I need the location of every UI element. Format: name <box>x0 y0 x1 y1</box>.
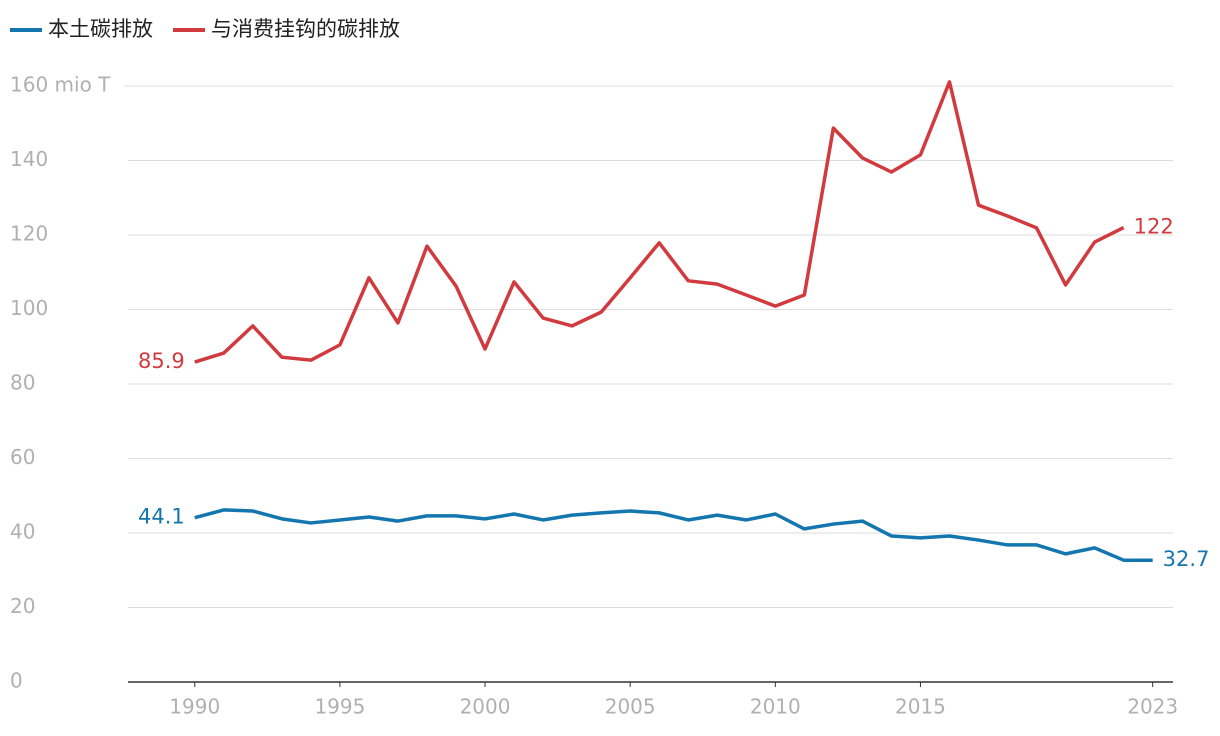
y-tick-label: 80 <box>10 371 35 395</box>
y-tick-label: 120 <box>10 222 48 246</box>
y-tick-label: 160 mio T <box>10 73 111 97</box>
x-tick-label: 2015 <box>895 695 946 719</box>
end-label: 32.7 <box>1163 547 1210 571</box>
y-tick-label: 140 <box>10 147 48 171</box>
x-tick-label: 2000 <box>460 695 511 719</box>
y-tick-label: 100 <box>10 296 48 320</box>
start-label: 44.1 <box>138 505 185 529</box>
legend-label: 与消费挂钩的碳排放 <box>211 17 400 41</box>
series-line <box>194 508 1153 562</box>
y-tick-label: 0 <box>10 669 23 693</box>
x-tick-label: 2010 <box>750 695 801 719</box>
y-tick-label: 60 <box>10 445 35 469</box>
legend-label: 本土碳排放 <box>48 17 153 41</box>
y-tick-label: 20 <box>10 594 35 618</box>
x-tick-label: 1995 <box>314 695 365 719</box>
series-line <box>194 80 1125 364</box>
x-tick-label: 2005 <box>605 695 656 719</box>
y-tick-label: 40 <box>10 520 35 544</box>
x-tick-label: 2023 <box>1127 695 1178 719</box>
start-label: 85.9 <box>138 349 185 373</box>
end-label: 122 <box>1134 215 1174 239</box>
x-tick-label: 1990 <box>169 695 220 719</box>
